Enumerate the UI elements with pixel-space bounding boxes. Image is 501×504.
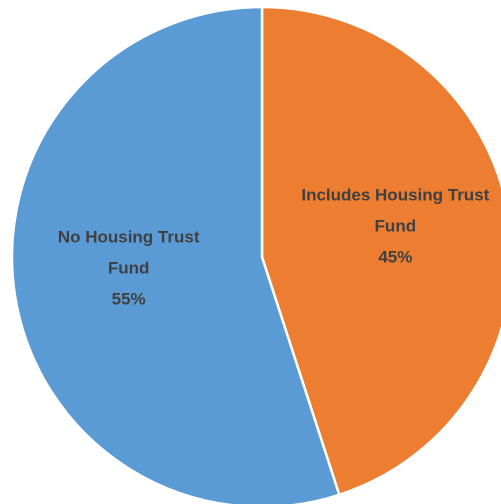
slice-category: No Housing Trust Fund [57,227,200,278]
slice-label: Includes Housing Trust Fund 45% [295,179,495,272]
pie-slice [10,5,341,504]
pie-slice [260,5,501,497]
slice-value: 45% [378,247,413,267]
slice-value: 55% [111,289,146,309]
slice-category: Includes Housing Trust Fund [301,185,490,236]
slice-label: No Housing Trust Fund 55% [41,222,216,315]
